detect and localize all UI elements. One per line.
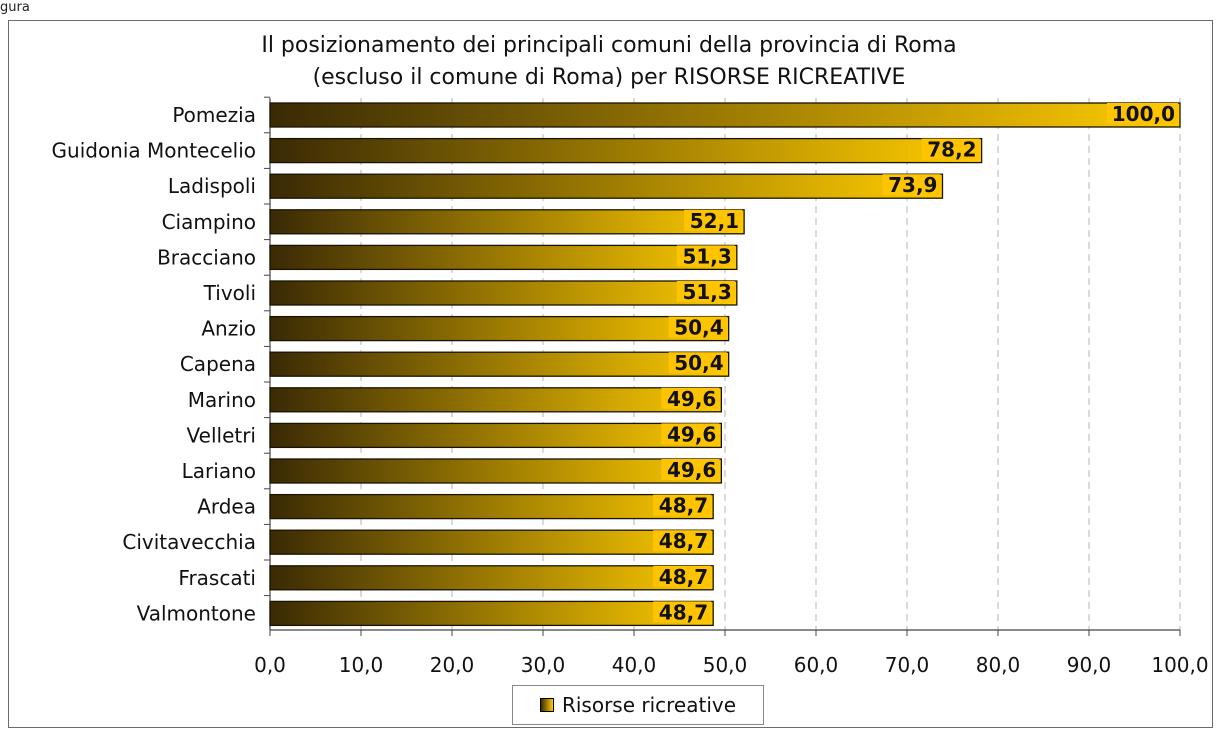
data-label: 49,6 (667, 458, 716, 482)
data-label-bg (653, 565, 712, 587)
legend-label: Risorse ricreative (561, 693, 737, 717)
data-label-bg (661, 423, 720, 445)
category-label: Valmontone (137, 601, 256, 625)
bar (269, 351, 730, 377)
x-tick-label: 40,0 (612, 653, 657, 677)
data-label: 49,6 (667, 387, 716, 411)
bar (269, 565, 714, 591)
bar (269, 102, 1181, 128)
x-tick-labels: 0,0 10,0 20,0 30,0 40,0 50,0 60,0 70,0 80,0 90,0 1… (254, 653, 1209, 677)
data-label-bg (653, 601, 712, 623)
data-label-bg (653, 530, 712, 552)
data-label-bg (653, 494, 712, 516)
data-label: 48,7 (659, 565, 708, 589)
bar (269, 209, 745, 235)
data-labels: 100,0 78,2 73,9 52,1 51,3 51,3 50,4 50,4 49,6 49,… (653, 102, 1178, 624)
category-label: Ciampino (162, 210, 256, 234)
x-tick-label: 50,0 (703, 653, 748, 677)
category-label: Velletri (187, 423, 256, 447)
bar (269, 529, 714, 555)
category-label: Civitavecchia (122, 530, 256, 554)
data-label-bg (921, 138, 980, 160)
x-tick-label: 20,0 (430, 653, 475, 677)
category-label: Anzio (201, 317, 256, 341)
data-label: 78,2 (927, 138, 976, 162)
chart-title-line-1: Il posizionamento dei principali comuni … (261, 33, 957, 58)
x-tick-label: 70,0 (885, 653, 930, 677)
data-label: 100,0 (1112, 102, 1175, 126)
bars (269, 102, 1181, 627)
data-label-bg (684, 209, 743, 231)
bar (269, 173, 944, 199)
bar (269, 458, 723, 484)
category-label: Bracciano (157, 245, 256, 269)
category-labels: Pomezia Guidonia Montecelio Ladispoli Ciamp… (52, 103, 256, 625)
category-label: Tivoli (203, 281, 256, 305)
x-tick-label: 30,0 (521, 653, 566, 677)
data-label: 50,4 (674, 351, 723, 375)
category-label: Pomezia (172, 103, 256, 127)
x-tick-label: 80,0 (976, 653, 1021, 677)
data-label: 49,6 (667, 422, 716, 446)
x-tick-label: 100,0 (1151, 653, 1208, 677)
bar (269, 387, 723, 413)
category-label: Capena (180, 352, 256, 376)
data-label: 48,7 (659, 600, 708, 624)
data-label-bg (668, 316, 727, 338)
x-tick-label: 90,0 (1067, 653, 1112, 677)
category-label: Ladispoli (168, 174, 256, 198)
x-tick-label: 10,0 (339, 653, 384, 677)
data-label-bg (661, 459, 720, 480)
data-label-bg (882, 174, 941, 196)
data-label-bg (661, 387, 720, 409)
data-label: 73,9 (888, 173, 937, 197)
category-label: Frascati (178, 566, 256, 590)
bar (269, 315, 730, 342)
bar (269, 244, 738, 271)
legend-swatch (539, 698, 554, 712)
data-label: 51,3 (682, 244, 731, 268)
data-label-bg (676, 245, 735, 267)
data-label: 51,3 (682, 280, 731, 304)
data-label-bg (668, 352, 727, 374)
bar (269, 600, 714, 627)
data-label: 50,4 (674, 316, 723, 340)
data-label: 48,7 (659, 494, 708, 518)
data-label-bg (676, 281, 735, 302)
bar (269, 493, 714, 520)
category-label: Lariano (182, 459, 256, 483)
data-label: 52,1 (690, 209, 739, 233)
data-label-bg (1107, 103, 1178, 124)
chart-title-line-2: (escluso il comune di Roma) per RISORSE … (312, 65, 906, 90)
bar (269, 280, 738, 306)
x-tick-label: 60,0 (794, 653, 839, 677)
category-label: Marino (188, 388, 256, 412)
data-label: 48,7 (659, 529, 708, 553)
bar (269, 422, 723, 449)
figure-corner-label: gura (0, 0, 30, 15)
category-label: Ardea (197, 495, 256, 519)
bar (269, 137, 983, 164)
legend: Risorse ricreative (512, 685, 764, 725)
x-tick-label: 0,0 (254, 653, 286, 677)
category-label: Guidonia Montecelio (52, 139, 256, 163)
